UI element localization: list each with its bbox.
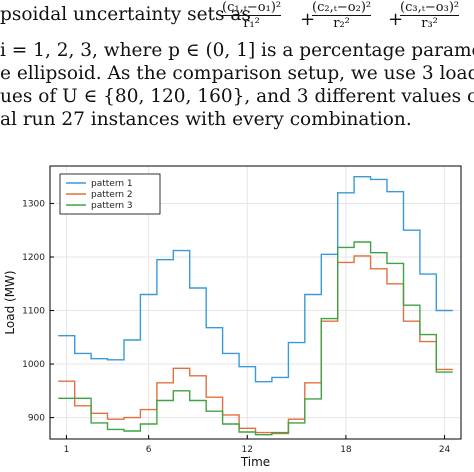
formula-term-3-numerator: (c₃,ₜ−o₃)² xyxy=(400,0,460,15)
y-axis-ticks: 900 1000 1100 1200 1300 xyxy=(22,199,54,424)
series-line-pattern-1 xyxy=(58,176,453,383)
legend-label-pattern-3: pattern 3 xyxy=(91,201,133,211)
plot-frame xyxy=(49,165,462,440)
x-axis-ticks: 1 6 12 18 24 xyxy=(64,435,451,455)
formula-term-2-denominator: r₂² xyxy=(312,15,372,31)
x-tick-label: 1 xyxy=(64,445,70,455)
y-tick-label: 1000 xyxy=(22,360,45,370)
formula-term-3: (c₃,ₜ−o₃)² r₃² xyxy=(400,0,460,31)
formula-term-1-numerator: (c₁,ₜ−o₁)² xyxy=(222,0,282,15)
x-tick-label: 18 xyxy=(340,445,352,455)
y-tick-label: 1200 xyxy=(22,253,45,263)
series-line-pattern-3 xyxy=(58,241,453,436)
formula-term-2-numerator: (c₂,ₜ−o₂)² xyxy=(312,0,372,15)
y-tick-label: 1100 xyxy=(22,307,45,317)
formula-plus-2: + xyxy=(388,9,404,30)
paper-text: psoidal uncertainty sets as (c₁,ₜ−o₁)² r… xyxy=(0,0,474,160)
formula-term-1: (c₁,ₜ−o₁)² r₁² xyxy=(222,0,282,31)
paper-line-5: al run 27 instances with every combinati… xyxy=(0,109,412,130)
x-axis-label: Time xyxy=(240,455,270,469)
formula-term-2: (c₂,ₜ−o₂)² r₂² xyxy=(312,0,372,31)
y-axis-label: Load (MW) xyxy=(3,270,17,334)
x-tick-label: 6 xyxy=(146,445,152,455)
y-tick-label: 1300 xyxy=(22,199,45,209)
x-tick-label: 24 xyxy=(439,445,451,455)
series-line-pattern-2 xyxy=(58,255,453,435)
x-tick-label: 12 xyxy=(242,445,253,455)
formula-plus-1: + xyxy=(300,9,316,30)
chart-series xyxy=(58,176,453,436)
formula-term-3-denominator: r₃² xyxy=(400,15,460,31)
legend-label-pattern-1: pattern 1 xyxy=(91,179,133,189)
formula-term-1-denominator: r₁² xyxy=(222,15,282,31)
y-tick-label: 900 xyxy=(28,414,45,424)
paper-line-1: psoidal uncertainty sets as xyxy=(0,4,251,25)
legend-label-pattern-2: pattern 2 xyxy=(91,190,133,200)
paper-line-3: e ellipsoid. As the comparison setup, we… xyxy=(0,63,474,84)
paper-line-4: ues of U ∈ {80, 120, 160}, and 3 differe… xyxy=(0,86,474,107)
paper-line-2: i = 1, 2, 3, where p ∈ (0, 1] is a perce… xyxy=(0,40,474,61)
chart-grid xyxy=(50,166,461,439)
